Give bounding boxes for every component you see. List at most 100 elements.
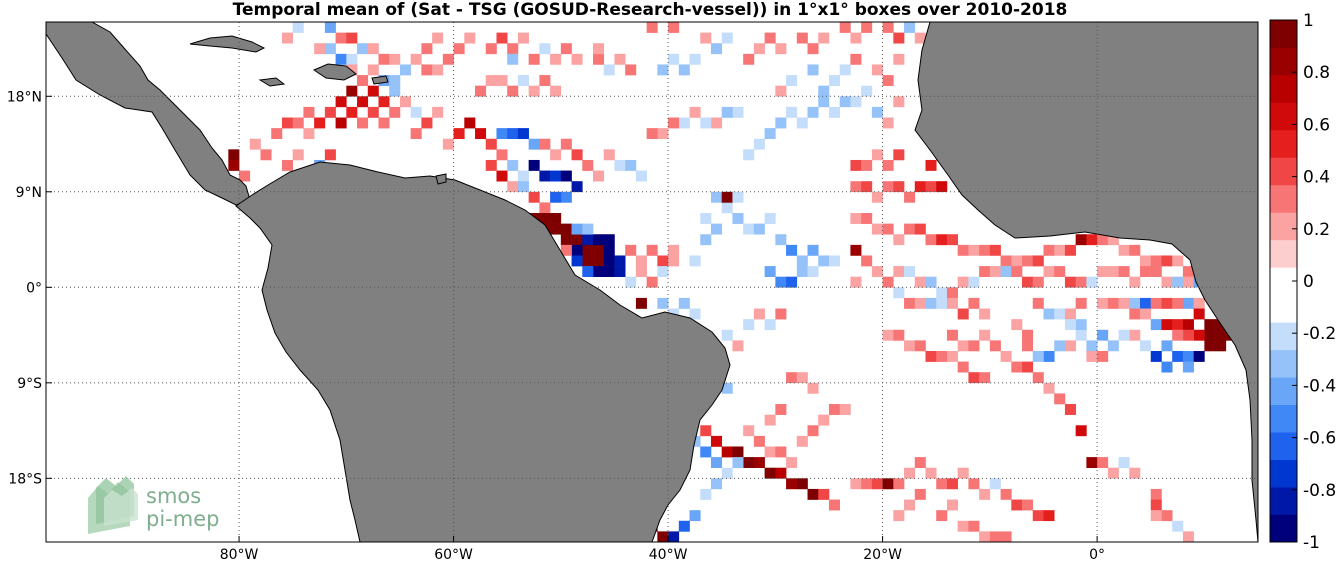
heatmap-cell [1204, 319, 1216, 331]
heatmap-cell [668, 53, 680, 65]
heatmap-cell [946, 478, 958, 490]
puerto-rico-island [371, 75, 389, 85]
heatmap-cell [796, 266, 808, 277]
heatmap-cell [807, 244, 819, 256]
heatmap-cell [678, 520, 690, 532]
heatmap-cell [914, 340, 926, 352]
heatmap-cell [421, 43, 433, 55]
heatmap-cell [1118, 297, 1130, 309]
heatmap-cell [818, 255, 830, 267]
y-tick-label: 0° [26, 280, 42, 296]
heatmap-cell [753, 457, 765, 469]
heatmap-cell [721, 329, 733, 341]
heatmap-cell [324, 149, 336, 161]
heatmap-cell [850, 213, 862, 224]
heatmap-cell [335, 117, 347, 129]
heatmap-cell [357, 43, 369, 55]
heatmap-cell [1064, 276, 1076, 288]
heatmap-cell [893, 96, 905, 108]
colorbar-band [1270, 47, 1297, 76]
heatmap-cell [1161, 510, 1173, 522]
heatmap-cell [818, 96, 830, 108]
y-tick-label: 9°N [16, 185, 42, 201]
heatmap-cell [786, 244, 798, 256]
heatmap-cell [871, 64, 883, 76]
heatmap-cell [807, 266, 819, 277]
x-tick-label: 40°W [649, 547, 688, 562]
heatmap-cell [646, 128, 658, 140]
heatmap-cell [1107, 234, 1119, 246]
heatmap-cell [710, 478, 723, 490]
heatmap-cell [357, 96, 369, 108]
heatmap-cell [657, 266, 669, 277]
heatmap-cell [721, 191, 733, 203]
heatmap-cell [700, 32, 712, 44]
heatmap-cell [603, 64, 615, 76]
heatmap-cell [335, 96, 347, 108]
heatmap-cell [904, 266, 916, 277]
heatmap-cell [1193, 350, 1205, 362]
heatmap-cell [1022, 499, 1034, 511]
heatmap-cell [753, 223, 765, 235]
heatmap-cell [1182, 276, 1194, 288]
heatmap-cell [614, 255, 626, 267]
heatmap-cell [1032, 510, 1044, 522]
heatmap-cell [882, 181, 894, 193]
heatmap-cell [721, 467, 733, 479]
heatmap-cell [775, 234, 787, 246]
heatmap-cell [732, 446, 744, 458]
heatmap-cell [764, 32, 776, 44]
heatmap-cell [1118, 457, 1130, 469]
heatmap-cell [1000, 531, 1012, 542]
heatmap-cell [646, 22, 658, 33]
heatmap-cell [904, 340, 916, 352]
heatmap-cell [957, 276, 969, 288]
heatmap-cell [603, 234, 615, 246]
heatmap-cell [721, 382, 733, 394]
heatmap-cell [828, 404, 840, 415]
heatmap-cell [1140, 297, 1152, 309]
heatmap-cell [882, 117, 894, 129]
heatmap-cell [775, 467, 787, 479]
heatmap-cell [979, 372, 991, 384]
heatmap-cell [764, 266, 776, 277]
heatmap-cell [914, 223, 926, 235]
heatmap-cell [946, 297, 958, 309]
heatmap-cell [367, 85, 379, 97]
heatmap-cell [1011, 361, 1023, 373]
heatmap-cell [603, 266, 615, 277]
y-tick-label: 18°S [8, 471, 42, 487]
heatmap-cell [464, 117, 476, 129]
heatmap-cell [957, 340, 969, 352]
heatmap-cell [753, 43, 765, 55]
colorbar: 1 0.8 0.6 0.4 0.2 0 -0.2 -0.4 -0.6 -0.8 -1 [1269, 11, 1336, 553]
heatmap-cell [1129, 308, 1141, 320]
colorbar-tick-label: -0.4 [1303, 376, 1336, 396]
heatmap-cell [1161, 276, 1173, 288]
y-tick-label: 18°N [7, 89, 42, 105]
heatmap-cell [732, 340, 744, 352]
heatmap-cell [228, 149, 240, 161]
heatmap-cell [764, 446, 776, 458]
heatmap-cell [850, 96, 862, 108]
colorbar-band [1270, 20, 1297, 48]
heatmap-cell [1054, 244, 1066, 256]
heatmap-cell [410, 106, 422, 118]
heatmap-cell [346, 64, 358, 76]
heatmap-cell [946, 329, 958, 341]
heatmap-cell [303, 106, 315, 118]
heatmap-cell [1182, 361, 1194, 373]
heatmap-cell [496, 170, 508, 182]
heatmap-cell [657, 64, 669, 76]
heatmap-cell [1129, 297, 1141, 309]
heatmap-cell [1075, 234, 1087, 246]
heatmap-cell [850, 32, 862, 44]
heatmap-cell [1204, 329, 1216, 341]
heatmap-cell [1172, 350, 1184, 362]
heatmap-cell [732, 213, 744, 224]
heatmap-cell [1107, 467, 1119, 479]
heatmap-cell [807, 488, 819, 500]
heatmap-cell [689, 510, 701, 522]
heatmap-cell [1043, 244, 1055, 256]
heatmap-cell [582, 159, 594, 171]
